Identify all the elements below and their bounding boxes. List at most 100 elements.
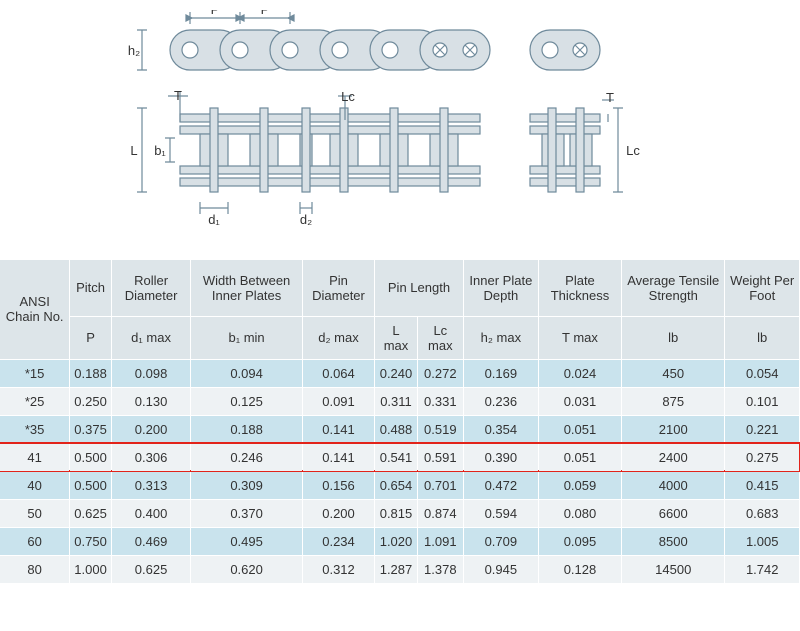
table-cell: 0.095 <box>538 527 621 555</box>
table-cell: 0.415 <box>725 471 800 499</box>
table-cell: 0.591 <box>417 443 463 471</box>
table-row: *350.3750.2000.1880.1410.4880.5190.3540.… <box>0 415 800 443</box>
sub-lb2: lb <box>725 316 800 359</box>
table-cell: 0.059 <box>538 471 621 499</box>
table-cell: 0.101 <box>725 387 800 415</box>
table-cell: 1.091 <box>417 527 463 555</box>
label-b1: b₁ <box>154 143 166 158</box>
chain-diagram: h₂ P P T Lc L b₁ d₁ d₂ T Lc <box>0 0 800 260</box>
table-row: *150.1880.0980.0940.0640.2400.2720.1690.… <box>0 359 800 387</box>
table-cell: 41 <box>0 443 70 471</box>
table-cell: 0.375 <box>70 415 112 443</box>
table-cell: 0.541 <box>375 443 418 471</box>
table-cell: 0.354 <box>463 415 538 443</box>
table-cell: 0.246 <box>191 443 303 471</box>
table-cell: 0.141 <box>302 415 374 443</box>
col-weight: Weight Per Foot <box>725 260 800 316</box>
table-cell: 0.200 <box>111 415 191 443</box>
sub-p: P <box>70 316 112 359</box>
table-row: 410.5000.3060.2460.1410.5410.5910.3900.0… <box>0 443 800 471</box>
table-cell: 80 <box>0 555 70 583</box>
col-tensile: Average Tensile Strength <box>622 260 725 316</box>
table-cell: 0.312 <box>302 555 374 583</box>
table-cell: 0.064 <box>302 359 374 387</box>
table-cell: 0.311 <box>375 387 418 415</box>
col-plate-thick: Plate Thickness <box>538 260 621 316</box>
table-cell: 0.625 <box>111 555 191 583</box>
table-cell: 0.874 <box>417 499 463 527</box>
table-cell: 1.020 <box>375 527 418 555</box>
table-cell: 875 <box>622 387 725 415</box>
table-cell: 0.091 <box>302 387 374 415</box>
table-cell: 0.221 <box>725 415 800 443</box>
chain-spec-table: ANSI Chain No. Pitch Roller Diameter Wid… <box>0 260 800 584</box>
table-row: *250.2500.1300.1250.0910.3110.3310.2360.… <box>0 387 800 415</box>
table-header-row: ANSI Chain No. Pitch Roller Diameter Wid… <box>0 260 800 316</box>
table-cell: 8500 <box>622 527 725 555</box>
sub-lcmax: Lc max <box>417 316 463 359</box>
table-cell: 0.313 <box>111 471 191 499</box>
table-cell: 0.156 <box>302 471 374 499</box>
table-cell: 0.188 <box>70 359 112 387</box>
table-cell: 0.309 <box>191 471 303 499</box>
table-cell: 0.331 <box>417 387 463 415</box>
table-cell: *25 <box>0 387 70 415</box>
table-cell: 0.094 <box>191 359 303 387</box>
label-lc-right: Lc <box>626 143 640 158</box>
table-cell: 0.469 <box>111 527 191 555</box>
col-plate-depth: Inner Plate Depth <box>463 260 538 316</box>
table-cell: 0.031 <box>538 387 621 415</box>
table-cell: 0.488 <box>375 415 418 443</box>
table-cell: 0.495 <box>191 527 303 555</box>
table-cell: 0.051 <box>538 415 621 443</box>
table-cell: 0.272 <box>417 359 463 387</box>
table-cell: 0.709 <box>463 527 538 555</box>
table-cell: 2400 <box>622 443 725 471</box>
table-cell: 0.169 <box>463 359 538 387</box>
table-cell: 0.128 <box>538 555 621 583</box>
table-cell: 0.370 <box>191 499 303 527</box>
col-ansi: ANSI Chain No. <box>0 260 70 359</box>
table-cell: 14500 <box>622 555 725 583</box>
table-row: 500.6250.4000.3700.2000.8150.8740.5940.0… <box>0 499 800 527</box>
table-cell: 0.625 <box>70 499 112 527</box>
sub-h2: h₂ max <box>463 316 538 359</box>
table-cell: 0.024 <box>538 359 621 387</box>
table-cell: 0.500 <box>70 471 112 499</box>
table-cell: 0.750 <box>70 527 112 555</box>
label-t-left: T <box>174 88 182 103</box>
table-cell: 0.620 <box>191 555 303 583</box>
table-cell: 6600 <box>622 499 725 527</box>
table-cell: 2100 <box>622 415 725 443</box>
label-d1: d₁ <box>208 212 220 227</box>
table-cell: 0.051 <box>538 443 621 471</box>
label-lc-mid: Lc <box>341 89 355 104</box>
table-cell: *15 <box>0 359 70 387</box>
table-cell: 0.188 <box>191 415 303 443</box>
table-cell: 0.519 <box>417 415 463 443</box>
table-cell: 0.236 <box>463 387 538 415</box>
table-cell: 0.500 <box>70 443 112 471</box>
sub-b1: b₁ min <box>191 316 303 359</box>
table-cell: 1.378 <box>417 555 463 583</box>
table-cell: 0.234 <box>302 527 374 555</box>
label-l: L <box>130 143 137 158</box>
table-cell: 0.080 <box>538 499 621 527</box>
table-cell: 450 <box>622 359 725 387</box>
table-cell: 0.130 <box>111 387 191 415</box>
table-cell: 1.287 <box>375 555 418 583</box>
sub-lmax: L max <box>375 316 418 359</box>
table-cell: 0.683 <box>725 499 800 527</box>
table-subheader-row: P d₁ max b₁ min d₂ max L max Lc max h₂ m… <box>0 316 800 359</box>
table-cell: 1.005 <box>725 527 800 555</box>
table-cell: 0.400 <box>111 499 191 527</box>
label-p2: P <box>261 10 270 17</box>
col-pindia: Pin Diameter <box>302 260 374 316</box>
sub-lb1: lb <box>622 316 725 359</box>
table-row: 600.7500.4690.4950.2341.0201.0910.7090.0… <box>0 527 800 555</box>
label-t-right: T <box>606 90 614 105</box>
table-cell: 4000 <box>622 471 725 499</box>
sub-d2: d₂ max <box>302 316 374 359</box>
col-pitch: Pitch <box>70 260 112 316</box>
table-cell: 0.141 <box>302 443 374 471</box>
